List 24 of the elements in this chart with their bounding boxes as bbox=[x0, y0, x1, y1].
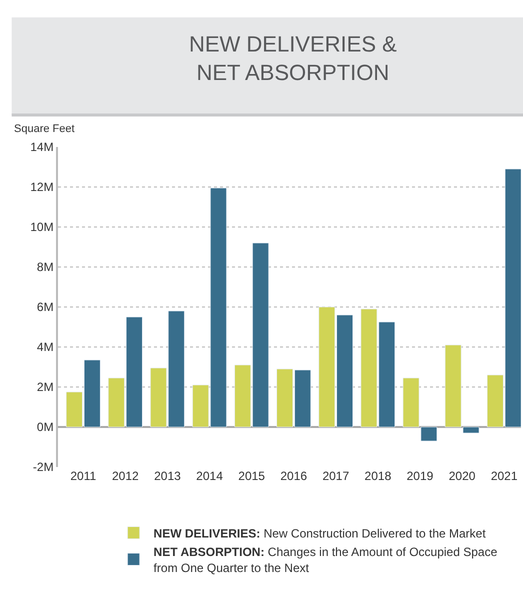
x-tick-label: 2011 bbox=[70, 469, 96, 483]
y-tick-label: 6M bbox=[36, 300, 54, 314]
y-tick-label: -2M bbox=[32, 460, 54, 474]
y-tick-label: 14M bbox=[30, 140, 54, 154]
x-tick-label: 2020 bbox=[448, 469, 476, 483]
y-tick-label: 8M bbox=[36, 260, 54, 274]
x-tick-label: 2018 bbox=[364, 469, 392, 483]
y-axis-title: Square Feet bbox=[14, 123, 75, 135]
y-tick-label: 2M bbox=[36, 380, 54, 394]
legend-label: NET ABSORPTION: Changes in the Amount of Occupied Space from One Quarter to the Next bbox=[154, 545, 498, 575]
x-tick-label: 2014 bbox=[196, 469, 224, 483]
x-tick-label: 2017 bbox=[322, 469, 350, 483]
y-tick-label: 10M bbox=[30, 220, 54, 234]
x-tick-label: 2019 bbox=[406, 469, 434, 483]
x-tick-label: 2012 bbox=[112, 469, 140, 483]
y-tick-label: 0M bbox=[36, 420, 54, 434]
x-tick-label: 2016 bbox=[280, 469, 308, 483]
x-tick-label: 2013 bbox=[154, 469, 182, 483]
legend-label: NEW DELIVERIES: New Construction Delivered to the Market bbox=[154, 526, 486, 540]
chart-title: NEW DELIVERIES & NET ABSORPTION bbox=[188, 32, 398, 86]
x-tick-label: 2015 bbox=[238, 469, 266, 483]
y-tick-label: 12M bbox=[30, 180, 54, 194]
x-tick-label: 2021 bbox=[490, 469, 518, 483]
y-tick-label: 4M bbox=[36, 340, 54, 354]
